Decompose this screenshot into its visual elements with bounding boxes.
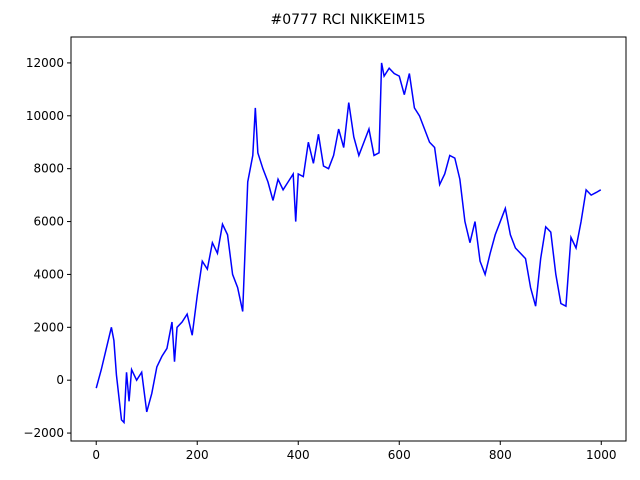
plot-frame	[70, 36, 627, 442]
y-tick-label: 6000	[33, 215, 64, 229]
y-tick-label: 12000	[26, 56, 64, 70]
chart-title: #0777 RCI NIKKEIM15	[270, 12, 425, 28]
x-tick-label: 400	[287, 448, 310, 462]
x-tick-label: 200	[186, 448, 209, 462]
y-tick-label: 10000	[26, 109, 64, 123]
y-tick-label: 8000	[33, 162, 64, 176]
y-tick-label: −2000	[23, 426, 64, 440]
x-tick-label: 1000	[586, 448, 617, 462]
y-tick-label: 2000	[33, 320, 64, 334]
x-tick-label: 600	[388, 448, 411, 462]
y-tick-label: 0	[56, 373, 64, 387]
x-tick-label: 800	[489, 448, 512, 462]
x-tick-label: 0	[92, 448, 100, 462]
y-tick-label: 4000	[33, 267, 64, 281]
line-series	[95, 62, 602, 425]
